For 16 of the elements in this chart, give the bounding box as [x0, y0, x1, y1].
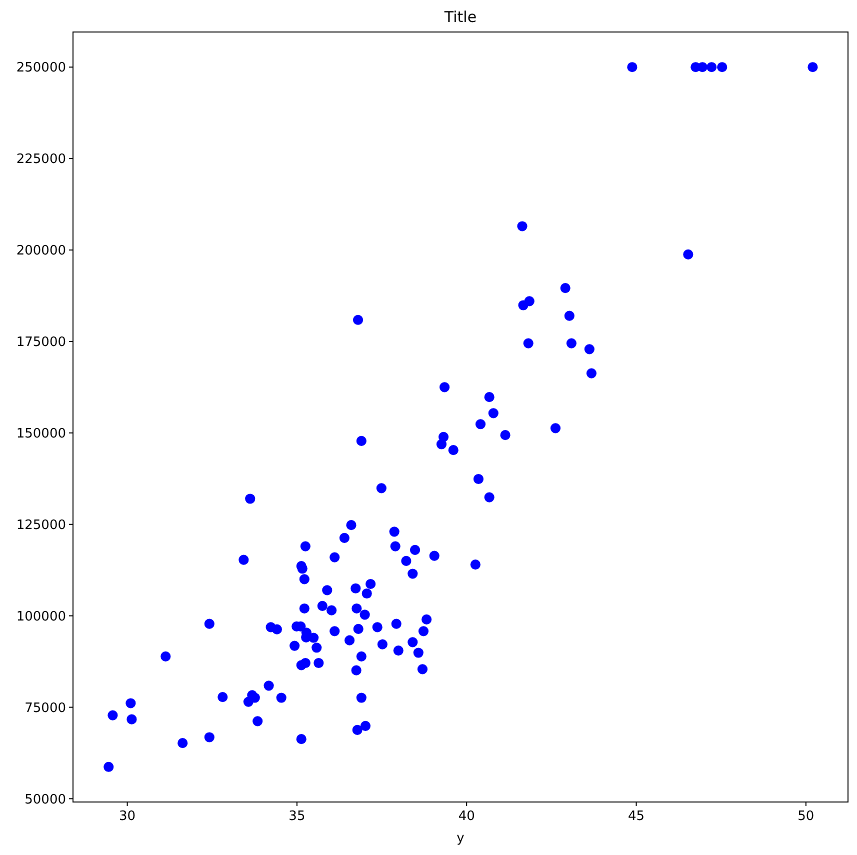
y-tick-label: 50000	[24, 792, 66, 808]
y-tick-label: 250000	[16, 60, 66, 76]
x-tick-label: 35	[288, 809, 306, 824]
x-tick-label: 50	[798, 809, 814, 824]
y-tick-label: 150000	[16, 426, 66, 442]
x-tick-label: 45	[628, 809, 645, 824]
y-tick-label: 125000	[16, 518, 66, 533]
y-tick-label: 225000	[16, 152, 66, 168]
y-tick-label: 75000	[24, 700, 66, 716]
x-axis-title: y	[456, 831, 465, 846]
x-tick-label: 30	[119, 809, 136, 824]
x-tick-label: 40	[458, 809, 475, 824]
y-tick-label: 100000	[16, 609, 66, 624]
y-tick-label: 200000	[16, 244, 66, 259]
y-tick-label: 175000	[16, 335, 66, 350]
chart-title: Title	[443, 8, 477, 26]
